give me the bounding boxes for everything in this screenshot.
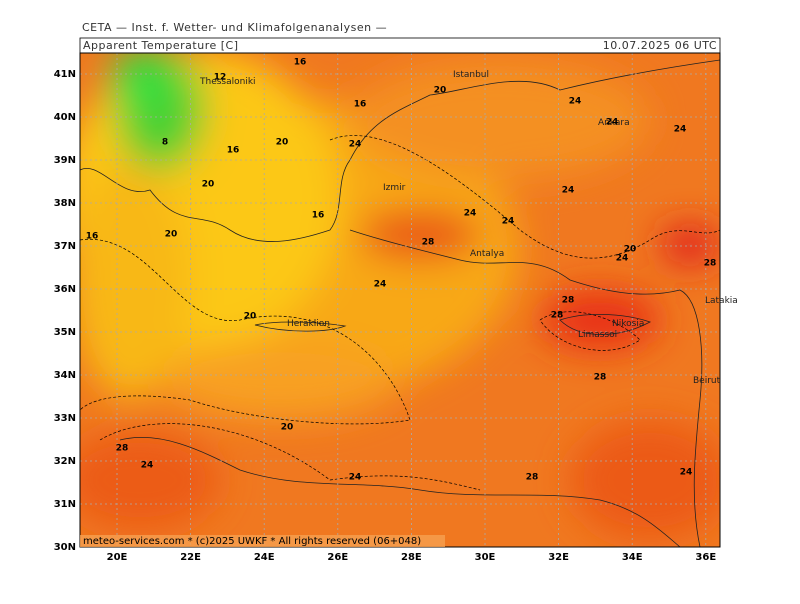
contour-label: 16 [86,232,99,242]
contour-label: 24 [349,473,362,483]
city-label: Ankara [598,118,630,128]
lat-tick-label: 41N [54,69,76,80]
contour-label: 16 [312,211,325,221]
city-label: Nikosia [612,319,644,329]
lon-tick-label: 22E [180,552,201,563]
lon-tick-label: 36E [695,552,716,563]
contour-label: 20 [165,230,178,240]
contour-label: 12 [214,73,227,83]
lat-tick-label: 30N [54,542,76,553]
lat-tick-label: 32N [54,456,76,467]
contour-label: 16 [227,146,240,156]
contour-label: 28 [704,259,717,269]
contour-label: 24 [616,254,629,264]
lon-tick-label: 30E [475,552,496,563]
map-title: Apparent Temperature [C] [83,39,239,52]
lon-tick-label: 28E [401,552,422,563]
contour-label: 24 [680,468,693,478]
city-label: Thessaloniki [199,77,256,87]
footer: meteo-services.com * (c)2025 UWKF * All … [83,536,421,547]
city-label: Latakia [705,296,738,306]
contour-label: 24 [464,209,477,219]
contour-label: 20 [624,245,637,255]
contour-label: 24 [569,97,582,107]
contour-label: 28 [562,296,575,306]
lon-tick-label: 20E [107,552,128,563]
contour-label: 20 [202,180,215,190]
field [80,53,720,547]
lat-tick-label: 40N [54,112,76,123]
lat-tick-label: 37N [54,241,76,252]
contour-label: 28 [526,473,539,483]
footer-box [80,535,445,547]
graticule [80,53,720,548]
lat-tick-label: 33N [54,413,76,424]
contour-label: 28 [594,373,607,383]
lat-tick-label: 38N [54,198,76,209]
org-line: CETA — Inst. f. Wetter- und Klimafolgena… [82,21,387,34]
city-label: Izmir [383,183,406,193]
contour-label: 20 [434,86,447,96]
contour-label: 28 [422,238,435,248]
contour-label: 24 [606,118,619,128]
lat-tick-label: 34N [54,370,76,381]
lat-tick-label: 35N [54,327,76,338]
contour-label: 24 [502,217,515,227]
lat-tick-label: 36N [54,284,76,295]
city-label: Istanbul [453,70,489,80]
contour-label: 16 [354,100,367,110]
contour-label: 24 [674,125,687,135]
lon-tick-label: 24E [254,552,275,563]
contour-label: 20 [244,312,257,322]
lat-tick-label: 39N [54,155,76,166]
contour-label: 24 [141,461,154,471]
lon-tick-label: 32E [548,552,569,563]
lon-tick-label: 34E [622,552,643,563]
contour-label: 20 [276,138,289,148]
contour-label: 24 [562,186,575,196]
timestamp: 10.07.2025 06 UTC [603,39,717,52]
lat-tick-label: 31N [54,499,76,510]
contour-label: 8 [162,138,168,148]
city-label: Limassol [578,330,617,340]
contour-label: 24 [349,140,362,150]
city-label: Antalya [470,249,504,259]
contour-label: 28 [116,444,129,454]
city-label: Beirut [693,376,721,386]
city-label: Heraklion [287,319,330,329]
lon-tick-label: 26E [327,552,348,563]
contour-label: 28 [551,311,564,321]
contour-label: 20 [281,423,294,433]
contour-label: 16 [294,58,307,68]
contour-label: 24 [374,280,387,290]
